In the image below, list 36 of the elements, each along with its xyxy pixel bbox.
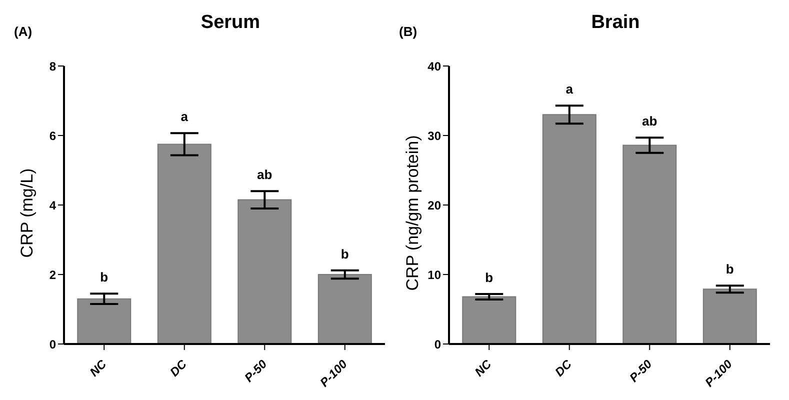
bar <box>318 274 372 344</box>
x-tick-label: NC <box>472 356 494 380</box>
bar <box>462 296 516 344</box>
text: (A) <box>14 24 32 39</box>
bar <box>542 114 596 344</box>
data-label: b <box>340 246 349 262</box>
data-label: a <box>566 82 574 97</box>
bar <box>238 199 292 344</box>
chart-title: Brain <box>590 12 641 34</box>
data-label: a <box>180 109 189 124</box>
chart-title: Serum <box>200 12 262 34</box>
data-label: ab <box>642 114 658 129</box>
x-tick-label: DC <box>552 356 575 380</box>
y-tick-label: 8 <box>49 59 56 74</box>
y-tick-label: 0 <box>434 337 442 352</box>
data-label: b <box>726 262 734 277</box>
x-tick-label: NC <box>86 356 110 380</box>
data-label: ab <box>257 167 272 182</box>
bar <box>157 144 212 344</box>
y-tick-label: 0 <box>49 337 56 352</box>
bar <box>77 298 132 344</box>
y-tick-label: 10 <box>428 268 442 282</box>
data-label: b <box>100 270 108 285</box>
y-tick-label: 40 <box>428 59 442 74</box>
y-tick-label: 6 <box>49 128 56 143</box>
y-tick-label: 2 <box>49 268 56 282</box>
bar <box>702 288 757 344</box>
y-axis-title: CRP (ng/gm protein) <box>403 135 423 291</box>
text: (B) <box>399 24 418 39</box>
y-tick-label: 20 <box>428 198 442 212</box>
y-tick-label: 30 <box>428 128 442 143</box>
data-label: b <box>485 270 494 285</box>
bar <box>622 144 677 344</box>
y-tick-label: 4 <box>49 198 56 212</box>
y-axis-title: CRP (mg/L) <box>18 168 38 258</box>
x-tick-label: DC <box>167 356 190 380</box>
